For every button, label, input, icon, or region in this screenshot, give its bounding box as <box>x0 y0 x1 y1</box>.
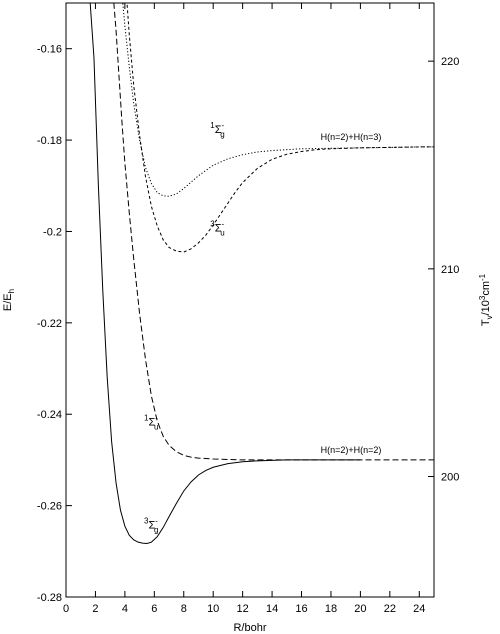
curve-series-1 <box>89 3 361 545</box>
curve-series-4 <box>126 3 434 253</box>
x-tick-label: 20 <box>354 603 366 615</box>
axis-ticks: 0 2 4 6 8 10 12 14 16 18 20 22 24-0.28-0.26-0.24-0.2… <box>37 3 459 615</box>
x-tick-label: 0 <box>63 603 69 615</box>
x-tick-label: 10 <box>207 603 219 615</box>
y2-tick-label: 210 <box>441 264 459 276</box>
x-tick-label: 6 <box>151 603 157 615</box>
x-tick-label: 12 <box>237 603 249 615</box>
x-axis-title: R/bohr <box>233 622 266 634</box>
y-tick-label: -0.22 <box>37 318 62 330</box>
x-tick-label: 16 <box>295 603 307 615</box>
x-tick-label: 18 <box>325 603 337 615</box>
x-tick-label: 8 <box>181 603 187 615</box>
x-tick-label: 4 <box>122 603 128 615</box>
curves <box>89 3 434 545</box>
y-tick-label: -0.24 <box>37 409 62 421</box>
plot-frame <box>65 2 435 598</box>
y-axis-title-left: E/Eh <box>2 289 16 311</box>
curve-label-1: 3Σ-g <box>144 516 158 534</box>
curve-label-2: 1Σ-u <box>144 414 158 432</box>
x-tick-label: 22 <box>384 603 396 615</box>
y-tick-label: -0.2 <box>43 226 62 238</box>
curve-label-4: 3Σ-u <box>210 219 224 237</box>
y-tick-label: -0.26 <box>37 501 62 513</box>
curve-labels: 3Σ-g 1Σ-u 1Σ-g 3Σ-u H(n=2)+H(n=3) H(n=2)+H(n=… <box>144 121 381 534</box>
y-axis-title-right: Tv/103cm-1 <box>478 273 494 326</box>
curve-label-3: 1Σ-g <box>210 121 224 139</box>
x-tick-label: 2 <box>92 603 98 615</box>
x-tick-label: 14 <box>266 603 278 615</box>
asymptote-label: H(n=2)+H(n=2) <box>321 445 382 455</box>
y2-tick-label: 200 <box>441 472 459 484</box>
y-tick-label: -0.16 <box>37 44 62 56</box>
asymptote-label: H(n=2)+H(n=3) <box>321 132 382 142</box>
x-tick-label: 24 <box>413 603 425 615</box>
y-tick-label: -0.28 <box>37 592 62 604</box>
y2-tick-label: 220 <box>441 56 459 68</box>
curve-series-2 <box>113 3 434 461</box>
curve-series-3 <box>122 3 434 197</box>
y-tick-label: -0.18 <box>37 135 62 147</box>
